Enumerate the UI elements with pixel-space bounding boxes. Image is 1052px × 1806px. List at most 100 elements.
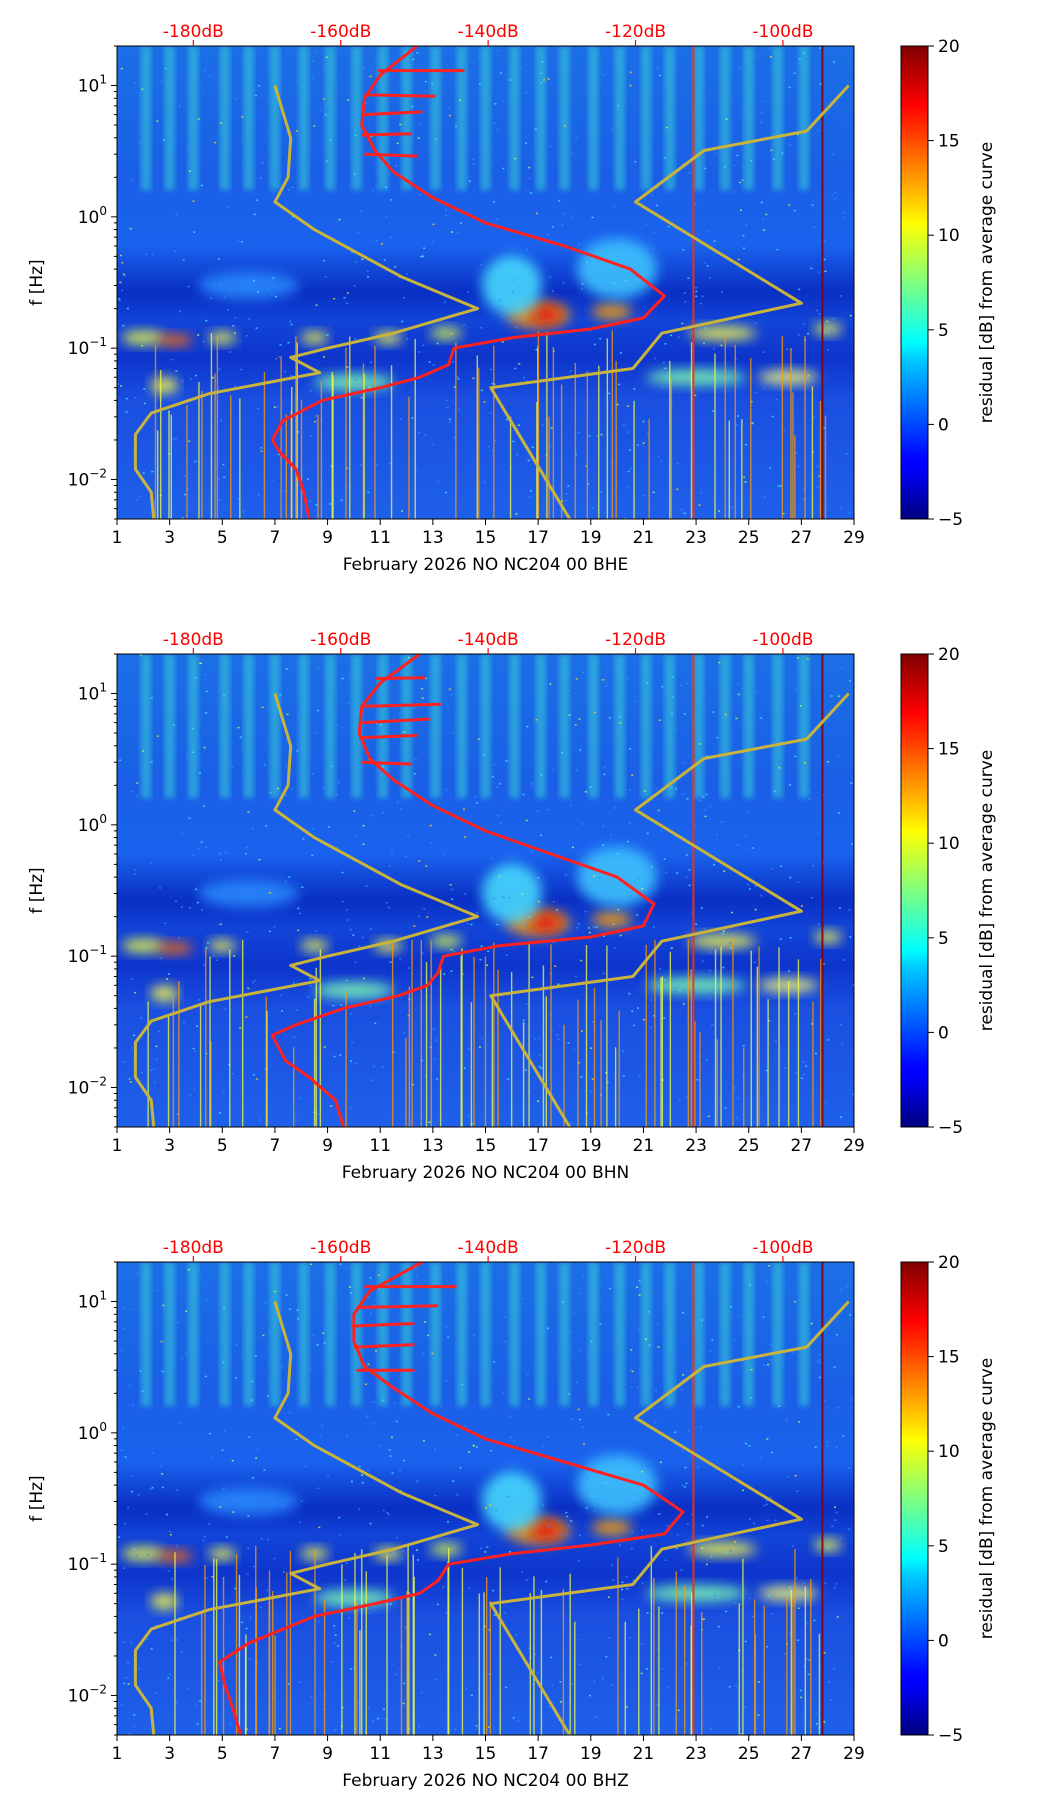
curve-8	[489, 84, 850, 519]
spectrogram-image	[117, 654, 854, 1127]
x-tick-label: 1	[112, 1744, 123, 1764]
x-axis-label: February 2026 NO NC204 00 BHE	[343, 555, 629, 575]
x-tick-label: 19	[580, 1744, 602, 1764]
x-tick-label: 5	[217, 1136, 228, 1156]
colorbar-tick-label: 0	[938, 415, 949, 435]
top-tick-label: -140dB	[458, 22, 519, 42]
colorbar-tick-label: 5	[938, 321, 949, 341]
colorbar-tick-label: 10	[938, 226, 960, 246]
curve-3	[353, 1343, 415, 1349]
x-tick-label: 23	[685, 1136, 707, 1156]
x-tick-label: 19	[580, 528, 602, 548]
x-tick-label: 11	[369, 528, 391, 548]
curve-1	[218, 1262, 685, 1735]
x-tick-label: 13	[422, 1136, 444, 1156]
top-tick-label: -100dB	[752, 1238, 813, 1258]
x-tick-label: 21	[633, 1136, 655, 1156]
x-tick-label: 7	[270, 1136, 281, 1156]
colorbar-gradient	[900, 653, 929, 1128]
top-tick-label: -140dB	[458, 1238, 519, 1258]
y-tick-label: 100	[78, 204, 107, 228]
colorbar: −5 0 5 10 15 20 residual [dB] from average cur…	[900, 1253, 997, 1746]
x-tick-label: 29	[843, 1136, 865, 1156]
y-tick-label: 10−2	[68, 466, 107, 490]
y-axis-label: f [Hz]	[27, 1475, 47, 1521]
spectrogram-image	[117, 1262, 854, 1735]
curve-7	[133, 85, 480, 519]
curve-5	[364, 702, 441, 708]
spectrogram-image	[117, 46, 854, 519]
curve-3	[359, 733, 418, 740]
colorbar-tick-label: 15	[938, 132, 960, 152]
curve-2	[364, 152, 418, 158]
top-tick-label: -120dB	[605, 22, 666, 42]
y-axis-label: f [Hz]	[27, 867, 47, 913]
x-tick-label: 17	[527, 1136, 549, 1156]
curve-6	[374, 676, 426, 681]
x-tick-label: 13	[422, 1744, 444, 1764]
colorbar-tick-label: −5	[938, 510, 963, 530]
curve-7	[133, 693, 480, 1127]
y-tick-label: 10−2	[68, 1682, 107, 1706]
x-tick-label: 15	[475, 528, 497, 548]
top-tick-label: -100dB	[752, 630, 813, 650]
x-axis-label: February 2026 NO NC204 00 BHN	[342, 1163, 630, 1183]
colorbar-tick-label: 10	[938, 1442, 960, 1462]
colorbar-tick-label: 15	[938, 1348, 960, 1368]
x-tick-label: 29	[843, 1744, 865, 1764]
x-tick-label: 3	[164, 528, 175, 548]
colorbar-tick-label: 20	[938, 37, 960, 57]
y-tick-label: 10−1	[68, 943, 107, 967]
x-tick-label: 23	[685, 528, 707, 548]
curve-5	[364, 93, 436, 98]
x-tick-label: 21	[633, 1744, 655, 1764]
curve-4	[361, 110, 423, 117]
top-tick-label: -180dB	[163, 1238, 224, 1258]
x-tick-label: 27	[791, 528, 813, 548]
colorbar-tick-label: −5	[938, 1726, 963, 1746]
x-tick-label: 27	[791, 1744, 813, 1764]
x-tick-label: 15	[475, 1136, 497, 1156]
curve-2	[361, 760, 412, 766]
x-tick-label: 3	[164, 1136, 175, 1156]
top-tick-label: -180dB	[163, 22, 224, 42]
curve-5	[356, 1304, 439, 1309]
curve-4	[351, 1322, 415, 1328]
x-tick-label: 17	[527, 528, 549, 548]
x-axis-label: February 2026 NO NC204 00 BHZ	[342, 1771, 628, 1791]
colorbar-label: residual [dB] from average curve	[977, 750, 997, 1031]
top-tick-label: -180dB	[163, 630, 224, 650]
curve-8	[489, 692, 850, 1127]
y-tick-label: 101	[78, 1289, 107, 1313]
x-tick-label: 13	[422, 528, 444, 548]
top-tick-label: -160dB	[310, 22, 371, 42]
y-tick-label: 101	[78, 73, 107, 97]
y-tick-label: 10−1	[68, 335, 107, 359]
x-tick-label: 7	[270, 1744, 281, 1764]
x-tick-label: 5	[217, 528, 228, 548]
colorbar-tick-label: −5	[938, 1118, 963, 1138]
x-tick-label: 23	[685, 1744, 707, 1764]
x-tick-label: 25	[738, 528, 760, 548]
top-tick-label: -120dB	[605, 630, 666, 650]
colorbar-gradient	[900, 1261, 929, 1736]
y-tick-label: 10−2	[68, 1074, 107, 1098]
colorbar-tick-label: 20	[938, 645, 960, 665]
colorbar-tick-label: 0	[938, 1631, 949, 1651]
x-tick-label: 25	[738, 1744, 760, 1764]
x-tick-label: 17	[527, 1744, 549, 1764]
y-tick-label: 101	[78, 681, 107, 705]
x-tick-label: 11	[369, 1136, 391, 1156]
curve-1	[270, 654, 656, 1127]
colorbar-label: residual [dB] from average curve	[977, 142, 997, 423]
colorbar-tick-label: 15	[938, 740, 960, 760]
colorbar: −5 0 5 10 15 20 residual [dB] from average cur…	[900, 645, 997, 1138]
curve-7	[133, 1301, 480, 1735]
top-tick-label: -160dB	[310, 1238, 371, 1258]
x-tick-label: 5	[217, 1744, 228, 1764]
colorbar: −5 0 5 10 15 20 residual [dB] from average cur…	[900, 37, 997, 530]
x-tick-label: 1	[112, 528, 123, 548]
x-tick-label: 11	[369, 1744, 391, 1764]
